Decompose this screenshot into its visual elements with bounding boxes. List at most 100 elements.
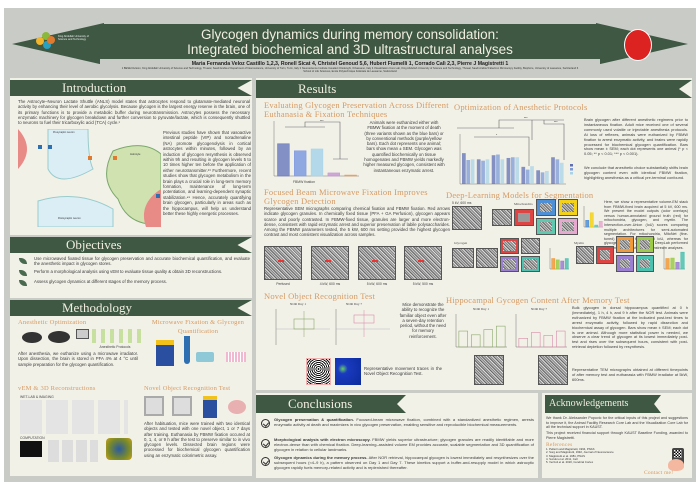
leaf-icon xyxy=(19,280,27,286)
bar xyxy=(506,157,511,184)
hippo-day1-label: NOR Day 1 xyxy=(472,307,490,311)
bar xyxy=(496,325,506,348)
sem-micrograph xyxy=(358,246,396,280)
authors-strip: Maria Fernanda Veloz Castillo 1,2,3, Ron… xyxy=(100,59,600,77)
glycogen-ground-truth xyxy=(476,248,498,268)
bar xyxy=(551,258,556,270)
red-arrow-icon xyxy=(325,260,331,262)
nor-method-text: After habituation, mice were trained wit… xyxy=(144,421,250,458)
tem-micrograph-day7 xyxy=(538,355,568,385)
conclusion-heading: Morphological analysis with electron mic… xyxy=(274,437,371,442)
sem-caption: Perfused xyxy=(276,282,290,286)
bar xyxy=(496,154,500,184)
bar xyxy=(589,212,594,228)
bar xyxy=(525,169,530,184)
myelin-model-output xyxy=(636,236,654,253)
conclusions-heading: Conclusions xyxy=(256,395,406,413)
university-seal xyxy=(624,29,652,61)
myelin-raw xyxy=(576,246,594,264)
methodology-panel: Methodology Anesthetic Optimization Anes… xyxy=(10,300,252,476)
bar xyxy=(585,220,590,228)
reference-item: 5. Vezzoli et al. 2020, Cerebral Cortex xyxy=(546,460,594,465)
conclusion-text: FBMW yields superior ultrastructure; gly… xyxy=(274,437,534,452)
bar xyxy=(310,148,324,177)
hippo-day1-chart xyxy=(455,314,507,348)
mice-illustration xyxy=(18,328,78,344)
bar xyxy=(594,224,599,228)
nor-results-text: Mice demonstrate the ability to recogniz… xyxy=(399,302,447,339)
poster: Glycogen dynamics during memory consolid… xyxy=(4,8,696,482)
bar xyxy=(531,332,541,348)
microwave-irradiator-icon xyxy=(203,396,217,418)
contact-link[interactable]: Contact me! xyxy=(644,470,674,476)
affiliations: 1 BESE Division, King Abdullah Universit… xyxy=(121,67,579,74)
reference-item: 1. Pellerin and Magistretti, 1994, PNAS xyxy=(546,447,595,451)
bar xyxy=(294,150,307,177)
intro-paragraph-2: Previous studies have shown that vasoact… xyxy=(163,130,251,217)
iou-mitochondria-chart xyxy=(583,206,603,228)
kaust-logo-text: King Abdullah University of Science and … xyxy=(58,35,89,42)
tem-caption: Representative TEM micrographs obtained … xyxy=(572,367,688,382)
evaluating-text: Animals were euthanized either with FBMW… xyxy=(363,120,445,173)
check-circle-icon xyxy=(261,457,270,466)
objective-item-1: Use microwaved fixated tissue for glycog… xyxy=(34,256,250,267)
results-panel: Results Evaluating Glycogen Preservation… xyxy=(256,78,692,390)
bar xyxy=(476,159,481,184)
optimization-text-1: Brain glycogen after different anestheti… xyxy=(584,117,688,157)
bar xyxy=(530,166,534,184)
fbmw-group-label: FBMW fixation xyxy=(292,180,316,184)
hippo-day7-chart xyxy=(515,314,567,348)
hand-icon xyxy=(668,459,684,471)
bar xyxy=(670,257,675,270)
focused-beam-text: Representative SEM micrographs comparing… xyxy=(264,206,450,238)
focused-beam-title: Focused Beam Microwave Fixation Improves… xyxy=(264,187,428,206)
bar xyxy=(277,143,290,177)
nor-results-title: Novel Object Recognition Test xyxy=(264,291,376,301)
myelin-ground-truth xyxy=(596,246,614,264)
objectives-heading: Objectives xyxy=(10,237,252,253)
bar xyxy=(560,260,565,270)
reference-item: 2. Sorg and Magistretti, 1992, Journal o… xyxy=(546,450,614,455)
anesthetic-text: After anesthesia, we euthanize using a m… xyxy=(18,351,138,367)
conclusion-item: Morphological analysis with electron mic… xyxy=(274,437,534,452)
bar xyxy=(515,157,520,184)
title-ribbon: Glycogen dynamics during memory consolid… xyxy=(100,24,600,59)
reference-item: 4. Suzuki et al. 2011, Cell xyxy=(546,456,578,461)
significance-label: *** xyxy=(554,120,558,124)
bar xyxy=(458,330,468,348)
objective-item-2: Perform a morphological analysis using v… xyxy=(34,269,223,274)
significance-label: *** xyxy=(524,116,528,120)
title-line-1: Glycogen dynamics during memory consolid… xyxy=(201,27,499,42)
bar xyxy=(540,172,545,184)
significance-label: * xyxy=(496,133,498,137)
legend-swatch xyxy=(570,164,573,167)
conclusion-heading: Glycogen dynamics during the memory proc… xyxy=(274,455,368,460)
mito-model-output xyxy=(558,218,578,235)
title-line-2: Integrated biochemical and 3D ultrastruc… xyxy=(187,42,513,57)
mito-model-output xyxy=(558,199,578,216)
mito-model-output xyxy=(536,199,556,216)
evaluating-title: Evaluating Glycogen Preservation Across … xyxy=(264,100,449,119)
computer-screen-icon xyxy=(20,441,42,457)
bar xyxy=(556,330,566,348)
em-stack-label: 5 kV, 600 ms xyxy=(452,201,472,205)
anesthetic-optimization-title: Anesthetic Optimization xyxy=(18,319,87,326)
iou-glycogen-chart xyxy=(549,248,569,270)
microwave-fixation-title: Microwave Fixation & Glycogen Quantifica… xyxy=(151,319,245,335)
bar xyxy=(500,159,505,184)
anesthetic-protocols-label: Anesthetic Protocols xyxy=(99,345,131,349)
red-arrow-icon xyxy=(418,260,424,262)
hippo-day7-label: NOR Day 7 xyxy=(530,307,548,311)
ack-text-1: We thank Dr. Aleksander Popovic for the … xyxy=(546,416,688,430)
check-circle-icon xyxy=(261,419,270,428)
conclusion-text: After NOR retrieval, hippocampal glycoge… xyxy=(274,455,534,470)
optimization-title: Optimization of Anesthetic Protocols xyxy=(454,102,588,112)
brain-dissection-icon xyxy=(228,400,246,414)
red-arrow-icon xyxy=(372,260,378,262)
bar xyxy=(327,172,340,177)
evaluating-bar-chart: *** xyxy=(273,119,359,177)
deep-learning-title: Deep-Learning Models for Segmentation xyxy=(446,190,594,200)
intro-paragraph-1: The Astrocyte–Neuron Lactate Shuttle (AN… xyxy=(18,99,250,126)
introduction-panel: Introduction The Astrocyte–Neuron Lactat… xyxy=(10,78,252,235)
bar xyxy=(555,259,560,270)
